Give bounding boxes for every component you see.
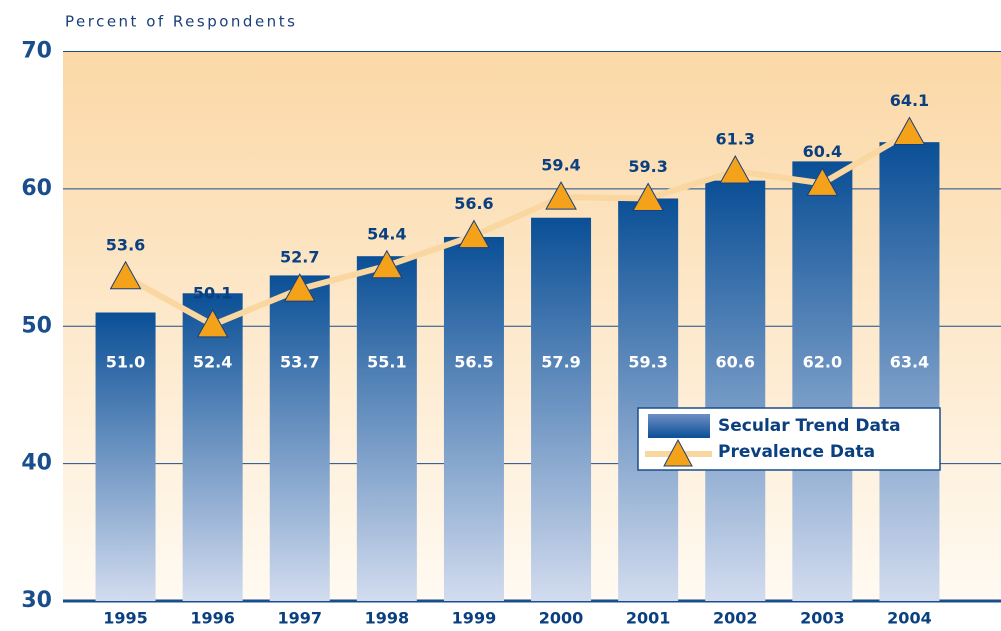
legend-marker <box>663 438 693 467</box>
legend-swatch <box>648 414 710 438</box>
line-marker <box>545 181 577 210</box>
bar <box>618 198 679 601</box>
line-value-label: 64.1 <box>890 91 929 110</box>
bar-value-label: 63.4 <box>890 353 929 372</box>
x-tick-label: 1995 <box>103 609 148 628</box>
y-tick-label: 50 <box>21 313 52 338</box>
bar <box>182 293 243 601</box>
line-marker <box>196 308 229 338</box>
y-axis-label: Percent of Respondents <box>65 13 297 31</box>
bar-value-label: 55.1 <box>367 353 406 372</box>
x-tick-label: 2002 <box>713 609 758 628</box>
x-tick-label: 2001 <box>626 609 671 628</box>
legend-label: Secular Trend Data <box>718 416 901 436</box>
legend: Secular Trend Data Prevalence Data <box>637 407 941 471</box>
bar-value-label: 59.3 <box>628 353 667 372</box>
line-value-label: 61.3 <box>716 130 755 149</box>
x-tick-label: 1997 <box>277 609 322 628</box>
bar <box>705 180 766 601</box>
y-tick-label: 70 <box>21 39 52 64</box>
line-value-label: 59.3 <box>628 157 667 176</box>
y-tick-label: 40 <box>21 451 52 476</box>
bar <box>531 217 592 601</box>
line-marker <box>893 116 926 146</box>
bar <box>95 312 156 601</box>
bar <box>879 142 940 602</box>
line-marker <box>806 167 839 196</box>
y-tick-label: 60 <box>21 176 52 201</box>
line-marker <box>719 154 752 184</box>
line-value-label: 60.4 <box>803 142 842 161</box>
line-value-label: 53.6 <box>106 235 145 254</box>
bar-value-label: 62.0 <box>803 353 842 372</box>
bar <box>356 256 417 601</box>
bar-value-label: 56.5 <box>454 353 493 372</box>
bar-value-label: 52.4 <box>193 353 232 372</box>
bar <box>443 236 504 602</box>
line-value-label: 56.6 <box>454 194 493 213</box>
bar-value-label: 57.9 <box>541 353 580 372</box>
line-marker <box>458 219 490 249</box>
bar <box>792 161 853 601</box>
y-tick-label: 30 <box>21 588 52 613</box>
line <box>124 129 911 329</box>
line-marker <box>283 273 316 302</box>
bar <box>269 275 330 601</box>
x-tick-label: 1999 <box>452 609 497 628</box>
x-tick-label: 1998 <box>365 609 410 628</box>
x-tick-label: 2000 <box>539 609 584 628</box>
legend-label: Prevalence Data <box>718 442 875 462</box>
x-tick-label: 2003 <box>800 609 845 628</box>
line-value-label: 52.7 <box>280 248 319 267</box>
line-value-label: 59.4 <box>541 156 580 175</box>
line-marker <box>109 260 142 290</box>
line-marker <box>371 249 403 279</box>
x-tick-label: 1996 <box>190 609 235 628</box>
x-tick-label: 2004 <box>887 609 932 628</box>
line-value-label: 50.1 <box>193 283 232 302</box>
bar-value-label: 60.6 <box>716 353 755 372</box>
bar-value-label: 51.0 <box>106 353 145 372</box>
bar-value-label: 53.7 <box>280 353 319 372</box>
line-marker <box>632 182 664 211</box>
line-value-label: 54.4 <box>367 224 406 243</box>
